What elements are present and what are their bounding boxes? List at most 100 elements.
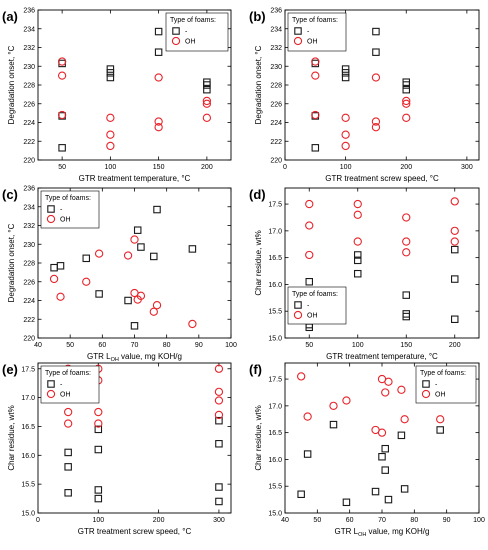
series-oh <box>49 235 197 329</box>
legend: Type of foams: - OH <box>287 286 347 325</box>
x-axis-label: GTR treatment temperature, °C <box>79 174 191 183</box>
data-point-square <box>381 444 389 453</box>
y-tick-label: 236 <box>270 8 282 15</box>
data-point-circle <box>342 396 351 405</box>
data-point-circle <box>377 428 387 437</box>
y-tick-label: 16.0 <box>21 453 35 460</box>
y-tick-label: 236 <box>23 8 35 15</box>
data-point-square <box>106 65 115 73</box>
data-point-square <box>94 445 103 454</box>
data-point-circle <box>353 210 362 219</box>
x-tick-label: 0 <box>283 164 287 171</box>
y-tick-label: 17.0 <box>268 403 282 410</box>
x-tick-label: 200 <box>153 517 165 524</box>
y-tick-label: 15.0 <box>268 336 282 343</box>
data-point-circle <box>371 123 381 132</box>
x-tick-label: 100 <box>225 342 237 349</box>
x-axis-label: GTR treatment screw speed, °C <box>325 174 439 183</box>
data-point-square <box>400 485 409 493</box>
series-oh <box>311 57 411 151</box>
y-tick-label: 230 <box>23 242 35 249</box>
series-untreated <box>64 416 223 506</box>
data-point-circle <box>202 113 212 122</box>
x-tick-label: 300 <box>461 164 473 171</box>
legend-title: Type of foams: <box>292 291 338 298</box>
data-point-square <box>342 498 351 507</box>
legend-entry: OH <box>60 392 71 399</box>
y-tick-label: 234 <box>23 204 35 211</box>
data-point-circle <box>57 110 67 120</box>
legend-entry: - <box>60 207 63 214</box>
x-tick-label: 200 <box>400 164 412 171</box>
plot-frame <box>37 362 232 514</box>
x-tick-label: 100 <box>340 164 352 171</box>
data-point-circle <box>154 123 163 132</box>
data-point-square <box>106 73 115 82</box>
x-tick-label: 40 <box>34 342 42 349</box>
y-tick-label: 230 <box>23 64 35 71</box>
legend-entry: - <box>60 382 63 389</box>
legend-marker-circle <box>46 389 56 399</box>
data-point-square <box>153 205 161 214</box>
legend-title: Type of foams: <box>420 370 466 377</box>
data-point-circle <box>329 401 338 411</box>
data-point-circle <box>130 235 139 244</box>
y-axis-label: Char residue, wt% <box>254 230 263 295</box>
panel-d: 50 100 150 200 15.0 15.5 16.0 16.5 17.0 17.5 GTR t… <box>249 187 480 361</box>
x-tick-label: 70 <box>131 342 139 349</box>
y-tick-label: 15.0 <box>21 511 35 518</box>
y-tick-label: 17.5 <box>268 377 282 384</box>
y-tick-label: 15.5 <box>21 482 35 489</box>
data-point-square <box>215 483 223 491</box>
panel-label: (f) <box>249 362 262 377</box>
y-tick-label: 16.5 <box>268 255 282 262</box>
data-point-circle <box>305 221 314 230</box>
y-tick-label: 16.0 <box>268 282 282 289</box>
data-point-circle <box>214 364 224 373</box>
panel-f: 40 50 60 70 80 90 100 15.0 15.5 16.0 16.5 17.0 17.5 G… <box>249 362 485 538</box>
y-tick-label: 228 <box>270 83 282 90</box>
data-point-square <box>450 315 459 323</box>
data-point-circle <box>154 73 163 82</box>
y-tick-label: 222 <box>23 139 35 146</box>
x-tick-label: 50 <box>66 342 74 349</box>
x-tick-label: 200 <box>201 164 213 171</box>
x-tick-label: 80 <box>410 517 418 524</box>
data-point-circle <box>202 99 212 108</box>
legend-entry: - <box>307 29 310 36</box>
y-tick-label: 224 <box>23 298 35 305</box>
data-point-square <box>311 144 320 152</box>
x-tick-label: 100 <box>352 342 364 349</box>
data-point-circle <box>106 113 115 122</box>
x-tick-label: 80 <box>163 342 171 349</box>
data-point-square <box>94 494 103 503</box>
y-tick-label: 232 <box>270 45 282 52</box>
x-tick-label: 0 <box>36 517 40 524</box>
x-tick-label: 60 <box>346 517 354 524</box>
panel-label: (d) <box>249 187 266 202</box>
y-tick-label: 228 <box>23 83 35 90</box>
data-point-circle <box>94 407 103 417</box>
y-axis-label: Degradation onset, °C <box>7 45 16 124</box>
data-point-square <box>124 296 132 305</box>
y-tick-label: 15.5 <box>268 309 282 316</box>
y-axis-label: Degradation onset, °C <box>7 223 16 302</box>
data-point-square <box>133 226 142 234</box>
panel-label: (e) <box>2 362 18 377</box>
y-tick-label: 224 <box>270 120 282 127</box>
panel-label: (c) <box>2 187 18 202</box>
y-tick-label: 226 <box>23 101 35 108</box>
legend-entry: - <box>307 303 310 310</box>
data-point-circle <box>341 130 350 139</box>
y-axis-label: Char residue, wt% <box>7 405 16 470</box>
legend-title: Type of foams: <box>45 370 91 377</box>
legend-entry: OH <box>307 39 318 46</box>
y-tick-label: 234 <box>270 26 282 33</box>
legend-entry: OH <box>307 313 318 320</box>
x-tick-label: 150 <box>400 342 412 349</box>
legend-marker-square <box>172 27 180 35</box>
series-untreated <box>305 245 459 332</box>
data-point-square <box>215 416 223 425</box>
y-tick-label: 232 <box>23 223 35 230</box>
legend-box <box>40 365 100 404</box>
